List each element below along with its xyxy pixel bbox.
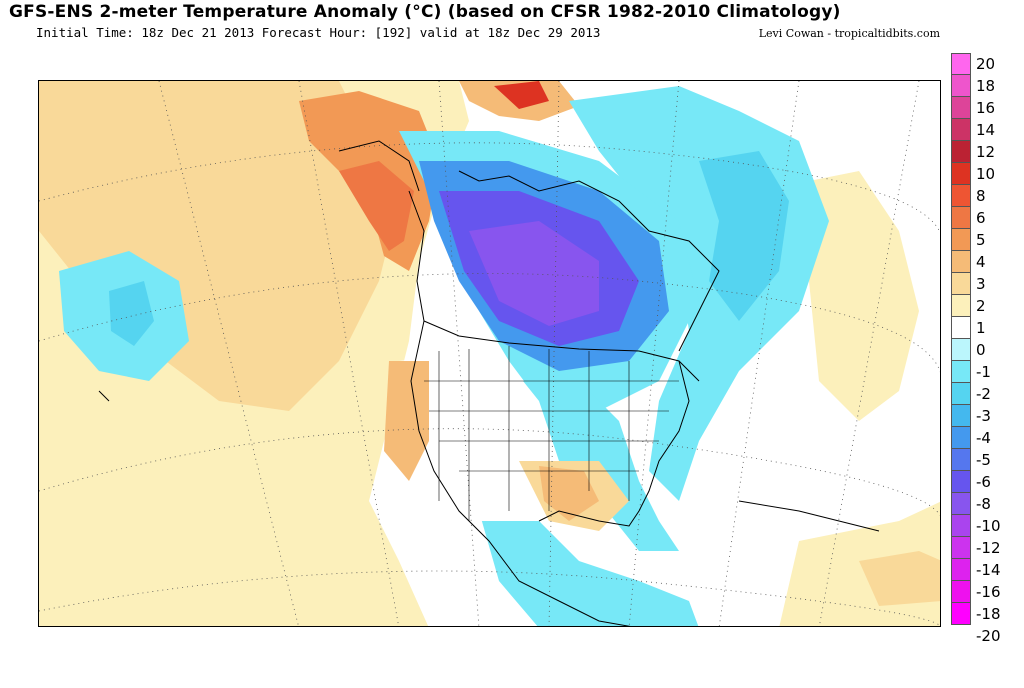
colorbar-swatch	[951, 515, 971, 537]
colorbar-tick-label: 14	[976, 121, 996, 139]
anomaly-region-greenland-cold-2	[699, 151, 789, 321]
anomaly-map	[38, 80, 941, 627]
colorbar-swatch	[951, 559, 971, 581]
colorbar-tick-label: 8	[976, 187, 986, 205]
colorbar-tick-label: 1	[976, 319, 986, 337]
colorbar-swatch	[951, 471, 971, 493]
colorbar-tick-label: -2	[976, 385, 991, 403]
anomaly-region-hawaii-cold-2	[109, 281, 154, 346]
anomaly-region-arctic-hot	[494, 81, 549, 109]
colorbar-swatch	[951, 273, 971, 295]
graticule	[39, 81, 940, 626]
colorbar-tick-label: 2	[976, 297, 986, 315]
anomaly-region-caribbean-warm-2	[859, 551, 940, 606]
colorbar-swatch	[951, 251, 971, 273]
anomaly-region-alaska-hot	[339, 161, 414, 251]
colorbar-tick-label: -20	[976, 627, 1001, 645]
colorbar-tick-label: 12	[976, 143, 996, 161]
colorbar-swatch	[951, 141, 971, 163]
anomaly-region-mexico-cold	[479, 511, 699, 626]
colorbar-swatch	[951, 295, 971, 317]
colorbar-swatch	[951, 317, 971, 339]
colorbar-tick-label: 18	[976, 77, 996, 95]
colorbar-tick-label: -5	[976, 451, 991, 469]
colorbar-tick-label: -12	[976, 539, 1001, 557]
colorbar-tick-label: 0	[976, 341, 986, 359]
colorbar-tick-label: -18	[976, 605, 1001, 623]
colorbar-swatch	[951, 581, 971, 603]
map-title: GFS-ENS 2-meter Temperature Anomaly (°C)…	[9, 2, 841, 22]
colorbar-swatch	[951, 603, 971, 625]
colorbar-swatch	[951, 449, 971, 471]
credit-label: Levi Cowan - tropicaltidbits.com	[758, 27, 940, 40]
colorbar-tick-label: 4	[976, 253, 986, 271]
anomaly-region-canada-core	[469, 221, 599, 326]
colorbar-tick-label: 3	[976, 275, 986, 293]
colorbar	[951, 53, 971, 625]
colorbar-swatch	[951, 97, 971, 119]
colorbar-tick-label: -14	[976, 561, 1001, 579]
anomaly-region-us-west-warm	[384, 361, 429, 481]
map-subtitle: Initial Time: 18z Dec 21 2013 Forecast H…	[36, 25, 601, 40]
colorbar-swatch	[951, 207, 971, 229]
colorbar-tick-label: -6	[976, 473, 991, 491]
colorbar-swatch	[951, 185, 971, 207]
colorbar-swatch	[951, 405, 971, 427]
colorbar-tick-label: 16	[976, 99, 996, 117]
colorbar-tick-label: 20	[976, 55, 996, 73]
anomaly-map-canvas	[39, 81, 940, 626]
colorbar-swatch	[951, 229, 971, 251]
colorbar-swatch	[951, 53, 971, 75]
colorbar-tick-label: 6	[976, 209, 986, 227]
colorbar-swatch	[951, 163, 971, 185]
anomaly-region-texas-warm	[539, 466, 599, 521]
colorbar-swatch	[951, 493, 971, 515]
colorbar-tick-label: -8	[976, 495, 991, 513]
colorbar-tick-label: 5	[976, 231, 986, 249]
colorbar-tick-label: -1	[976, 363, 991, 381]
colorbar-swatch	[951, 119, 971, 141]
colorbar-tick-label: -10	[976, 517, 1001, 535]
state-borders	[424, 346, 679, 521]
colorbar-swatch	[951, 537, 971, 559]
colorbar-swatch	[951, 339, 971, 361]
colorbar-tick-label: -3	[976, 407, 991, 425]
colorbar-swatch	[951, 361, 971, 383]
colorbar-tick-label: 10	[976, 165, 996, 183]
colorbar-tick-label: -16	[976, 583, 1001, 601]
colorbar-swatch	[951, 75, 971, 97]
anomaly-region-atlantic-warm	[809, 171, 919, 421]
colorbar-swatch	[951, 427, 971, 449]
colorbar-tick-label: -4	[976, 429, 991, 447]
coastlines	[98, 140, 880, 626]
colorbar-swatch	[951, 383, 971, 405]
